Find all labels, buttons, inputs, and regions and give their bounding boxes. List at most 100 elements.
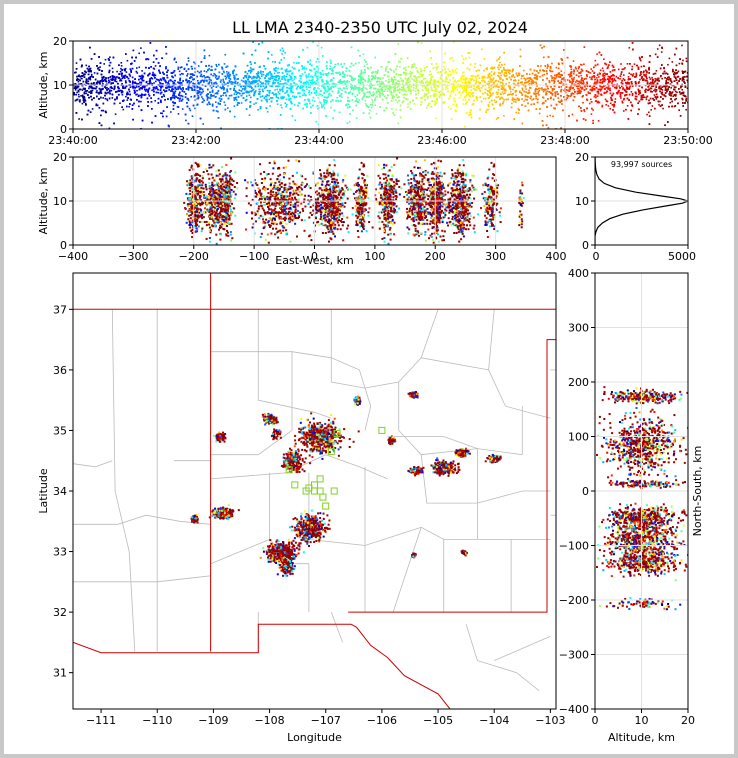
source-point (388, 79, 390, 81)
source-point (551, 92, 554, 95)
source-point (383, 90, 386, 92)
source-point (502, 93, 505, 95)
source-point (240, 102, 243, 104)
source-point (460, 95, 462, 97)
source-point (667, 88, 669, 91)
source-point (103, 63, 105, 65)
source-point (113, 88, 115, 91)
source-point (129, 75, 131, 77)
source-point (498, 86, 500, 88)
source-point (233, 115, 236, 118)
source-point (76, 77, 79, 80)
source-point (482, 77, 485, 79)
source-point (276, 72, 279, 74)
source-point (653, 89, 655, 92)
source-point (80, 95, 82, 97)
source-point (116, 76, 118, 78)
source-point (622, 88, 624, 91)
source-point (407, 106, 409, 108)
source-point (650, 85, 653, 87)
source-point (233, 105, 236, 107)
source-point (83, 74, 85, 76)
source-point (233, 75, 236, 77)
source-point (508, 72, 511, 75)
source-point (293, 104, 296, 106)
source-point (222, 94, 224, 97)
source-point (555, 66, 558, 69)
source-point (607, 105, 610, 107)
source-point (293, 61, 295, 64)
source-point (516, 99, 518, 101)
source-point (125, 95, 127, 98)
source-point (75, 62, 78, 64)
source-point (399, 77, 402, 79)
source-point (685, 60, 688, 63)
source-point (215, 101, 217, 103)
source-point (420, 68, 422, 70)
source-point (602, 74, 604, 76)
source-point (651, 105, 654, 107)
source-point (469, 82, 472, 84)
source-point (568, 79, 571, 82)
source-point (392, 69, 395, 72)
source-point (413, 103, 416, 105)
source-point (667, 87, 669, 90)
source-point (96, 104, 98, 107)
source-point (582, 101, 584, 104)
source-point (546, 85, 549, 88)
source-point (577, 80, 579, 83)
source-point (613, 103, 615, 106)
source-point (619, 78, 621, 80)
source-point (640, 65, 643, 68)
source-point (129, 86, 132, 88)
source-point (104, 58, 107, 61)
source-point (178, 70, 181, 73)
source-point (666, 88, 668, 91)
source-point (136, 89, 138, 92)
source-point (639, 90, 641, 92)
source-point (78, 74, 80, 76)
source-point (138, 75, 141, 77)
source-point (497, 96, 500, 98)
source-point (560, 86, 563, 88)
source-point (661, 77, 663, 80)
source-point (315, 91, 317, 94)
source-point (369, 109, 371, 112)
source-point (495, 91, 498, 94)
source-point (510, 93, 512, 95)
source-point (378, 85, 381, 88)
source-point (357, 90, 360, 92)
source-point (201, 88, 204, 91)
source-point (320, 46, 323, 49)
source-point (681, 89, 684, 91)
source-point (581, 86, 584, 89)
source-point (429, 70, 431, 73)
source-point (550, 70, 552, 73)
source-point (291, 115, 294, 117)
source-point (234, 85, 236, 87)
source-point (177, 68, 179, 70)
source-point (626, 105, 629, 107)
source-point (586, 98, 588, 101)
source-point (447, 106, 450, 108)
source-point (541, 89, 544, 91)
source-point (373, 99, 376, 101)
source-point (645, 98, 648, 101)
source-point (383, 85, 386, 88)
source-point (188, 107, 191, 110)
source-point (590, 68, 592, 70)
source-point (138, 105, 140, 108)
source-point (361, 81, 364, 84)
source-point (417, 92, 420, 94)
source-point (617, 68, 620, 71)
source-point (136, 67, 138, 69)
source-point (179, 73, 181, 76)
source-point (129, 81, 131, 83)
source-point (659, 105, 662, 107)
source-point (245, 98, 248, 101)
source-point (181, 72, 183, 75)
source-point (589, 72, 592, 74)
source-point (586, 75, 588, 78)
source-point (228, 95, 231, 97)
source-point (645, 96, 648, 99)
